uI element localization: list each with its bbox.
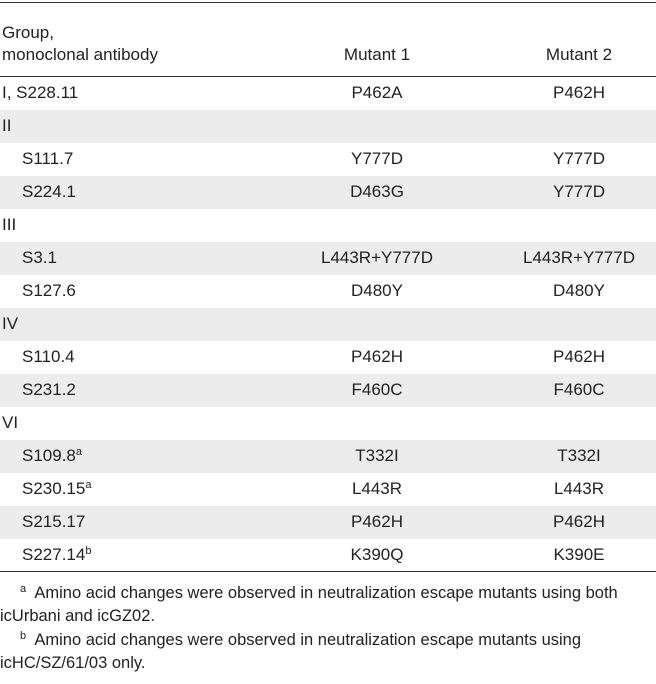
mutant1: P462A (351, 83, 403, 103)
header-mutant2: Mutant 2 (545, 45, 613, 64)
mutant1: P462H (351, 347, 403, 366)
antibody-cell: S215.17 (0, 506, 252, 539)
footnote-marker: a (20, 583, 27, 595)
mutant2: L443R+Y777D (522, 248, 635, 267)
row: III (0, 209, 656, 242)
mutant1: P462H (351, 512, 403, 531)
antibody-cell: I, S228.11 (0, 77, 252, 110)
footnote: b Amino acid changes were observed in ne… (0, 629, 656, 675)
mutant2: Y777D (553, 149, 605, 168)
mutant1: Y777D (351, 149, 403, 168)
antibody-name: S3.1 (22, 248, 57, 267)
mutant2: T332I (557, 446, 601, 465)
mutant1: L443R+Y777D (320, 248, 433, 267)
row: S230.15a L443R L443R (0, 473, 656, 506)
antibody-name: III (2, 215, 17, 234)
row: S231.2 F460C F460C (0, 373, 656, 407)
antibody-cell: S110.4 (0, 341, 252, 374)
antibody-name: I, S228.11 (2, 83, 79, 103)
antibody-name: S231.2 (22, 380, 76, 399)
mutant1: D463G (350, 182, 404, 201)
antibody-cell: II (0, 110, 252, 143)
footnote: a Amino acid changes were observed in ne… (0, 582, 656, 628)
antibody-cell: VI (0, 407, 252, 440)
header-line: monoclonal antibody (2, 45, 158, 64)
row: S224.1 D463G Y777D (0, 175, 656, 209)
empty (252, 110, 502, 143)
antibody-cell: S224.1 (0, 176, 252, 209)
footnote-ref: b (85, 544, 92, 557)
antibody-name: S224.1 (22, 182, 76, 201)
antibody-name: IV (2, 314, 19, 333)
mutant2: Y777D (553, 182, 605, 201)
row: IV (0, 307, 656, 341)
mutant2: K390E (553, 544, 605, 564)
header-group: Group, monoclonal antibody (0, 3, 252, 77)
mutant2: D480Y (553, 281, 605, 300)
antibody-cell: III (0, 209, 252, 242)
footnote-text: Amino acid changes were observed in neut… (0, 584, 618, 625)
mutant2: F460C (553, 380, 605, 399)
mutant1: T332I (355, 446, 399, 465)
row: S127.6 D480Y D480Y (0, 275, 656, 308)
table: Group, monoclonal antibody Mutant 1 Mutan… (0, 2, 656, 572)
row: II (0, 109, 656, 143)
mutant1: L443R (351, 479, 403, 498)
empty (502, 308, 656, 341)
antibody-cell: S227.14b (0, 539, 252, 572)
mutant2: P462H (553, 83, 605, 103)
antibody-cell: S127.6 (0, 275, 252, 308)
mutant2: P462H (553, 512, 605, 531)
antibody-name: S215.17 (22, 512, 86, 531)
footnote-ref: a (85, 479, 92, 491)
antibody-name: S227.14 (22, 544, 86, 564)
mutant1: D480Y (351, 281, 403, 300)
row: VI (0, 407, 656, 440)
empty (502, 209, 656, 242)
mutant2: L443R (553, 479, 605, 498)
empty (502, 407, 656, 440)
row: S110.4 P462H P462H (0, 341, 656, 374)
header-row: Group, monoclonal antibody Mutant 1 Mutan… (0, 3, 656, 77)
row: S227.14b K390Q K390E (0, 539, 656, 572)
antibody-cell: S231.2 (0, 374, 252, 407)
antibody-name: S230.15 (22, 479, 86, 498)
mutant1: K390Q (350, 544, 404, 564)
empty (252, 308, 502, 341)
footnote-ref: a (75, 446, 83, 458)
empty (252, 209, 502, 242)
mutant2: P462H (553, 347, 605, 366)
row: I, S228.11 P462A P462H (0, 77, 656, 110)
antibody-name: VI (2, 413, 19, 432)
header-mutant1: Mutant 1 (343, 45, 411, 64)
antibody-name: S111.7 (22, 149, 74, 168)
antibody-name: S110.4 (22, 347, 75, 366)
header-line: Group, (2, 23, 54, 42)
antibody-cell: IV (0, 308, 252, 341)
footnote-marker: b (20, 630, 27, 642)
antibody-name: S127.6 (22, 281, 76, 300)
row: S215.17 P462H P462H (0, 505, 656, 539)
empty (252, 407, 502, 440)
footnote-text: Amino acid changes were observed in neut… (0, 631, 582, 672)
mutant1: F460C (351, 380, 403, 399)
empty (502, 110, 656, 143)
row: S111.7 Y777D Y777D (0, 143, 656, 176)
antibody-cell: S230.15a (0, 473, 252, 506)
antibody-cell: S3.1 (0, 242, 252, 275)
antibody-name: S109.8 (22, 446, 76, 465)
footnotes: a Amino acid changes were observed in ne… (0, 582, 656, 676)
row: S3.1 L443R+Y777D L443R+Y777D (0, 241, 656, 275)
antibody-cell: S109.8a (0, 440, 252, 473)
antibody-cell: S111.7 (0, 143, 252, 176)
row: S109.8a T332I T332I (0, 439, 656, 473)
antibody-name: II (2, 116, 12, 135)
